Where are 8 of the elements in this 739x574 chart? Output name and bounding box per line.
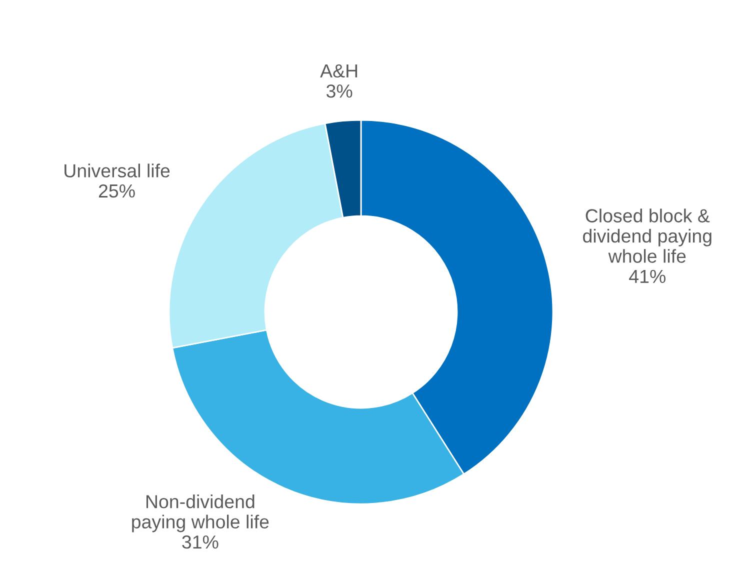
data-label: 41%: [629, 270, 666, 283]
slice-label: Closed block & dividend paying whole life: [583, 208, 712, 263]
data-label: 31%: [182, 535, 218, 549]
data-label: 3%: [326, 84, 352, 98]
slice-label: A&H: [320, 64, 358, 78]
data-label: 25%: [98, 184, 135, 198]
slice-label: Universal life: [64, 164, 170, 178]
slice-label: Non-dividend paying whole life: [132, 494, 269, 532]
